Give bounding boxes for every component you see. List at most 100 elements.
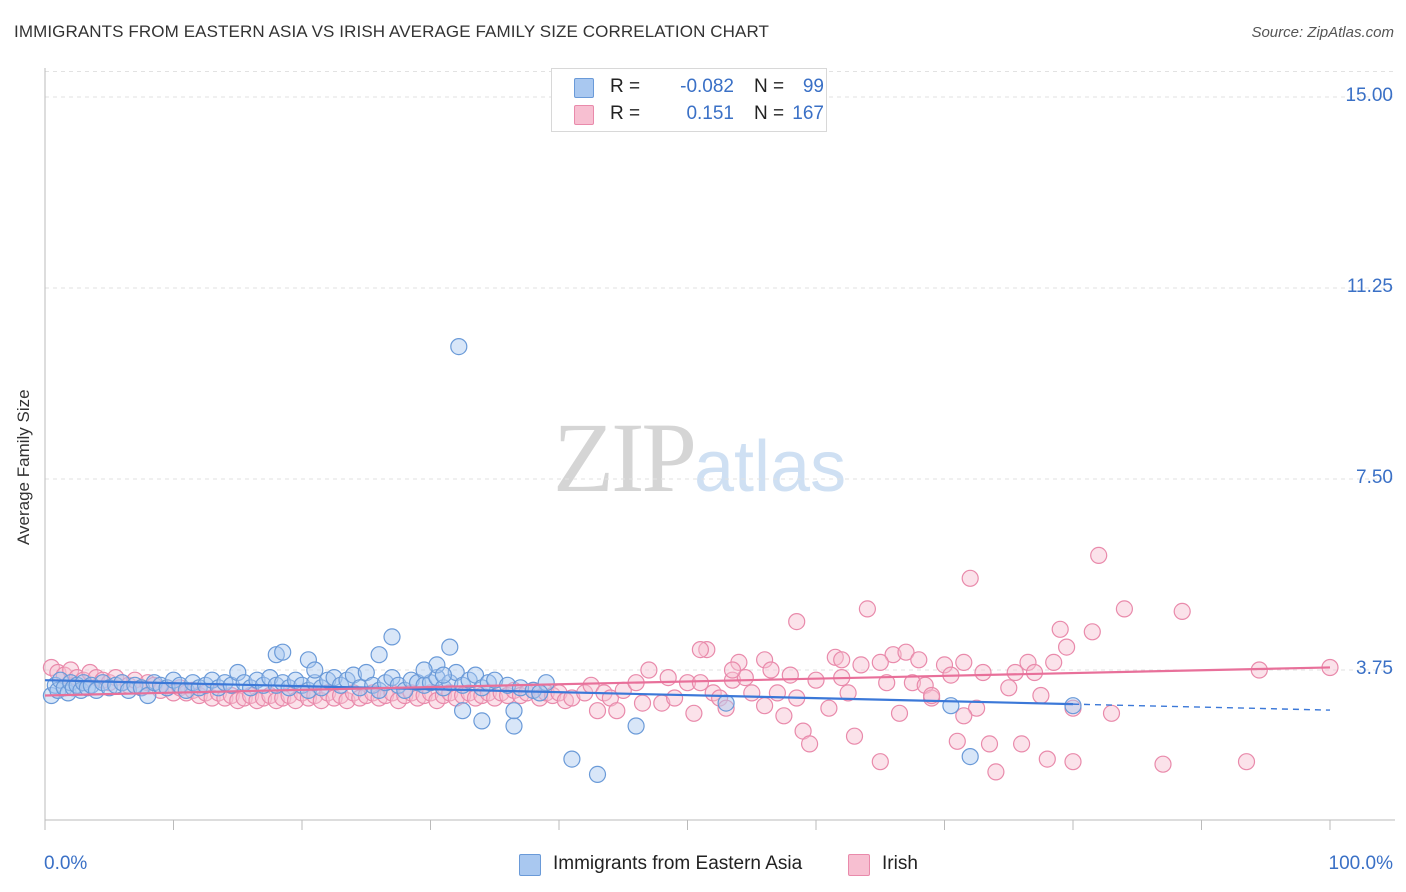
irish-point [833, 651, 851, 669]
eastern-asia-trend-extension [1072, 703, 1331, 711]
irish-point [1173, 602, 1191, 621]
irish-point [1012, 735, 1031, 753]
eastern-asia-point [434, 666, 452, 684]
eastern-asia-point [505, 717, 523, 735]
watermark-atlas: atlas [694, 427, 847, 507]
chart-title: IMMIGRANTS FROM EASTERN ASIA VS IRISH AV… [14, 22, 770, 41]
irish-point [807, 671, 825, 689]
irish-point [665, 689, 684, 707]
legend-swatch-pink [574, 105, 594, 125]
y-tick-label: 7.50 [1356, 467, 1393, 488]
irish-point [775, 707, 793, 725]
irish-point [691, 674, 710, 692]
eastern-asia-point [415, 661, 433, 679]
irish-point [717, 699, 735, 717]
trend-lines [44, 666, 1331, 711]
eastern-asia-point [306, 661, 324, 679]
irish-point [723, 661, 742, 679]
y-tick-label: 15.00 [1345, 85, 1393, 106]
correlation-legend: R = -0.082 N = 99 R = 0.151 N = 167 [551, 68, 827, 132]
legend-n-value: 99 [802, 76, 824, 97]
eastern-asia-point [428, 656, 446, 674]
irish-point [987, 763, 1005, 781]
irish-point [890, 704, 909, 722]
irish-point [608, 702, 626, 720]
irish-point [691, 640, 710, 659]
eastern-asia-point [1064, 697, 1082, 715]
y-tick-label: 3.75 [1356, 658, 1393, 679]
irish-point [858, 600, 877, 618]
legend-r-label: R = [610, 76, 641, 97]
legend-n-value: 167 [792, 103, 824, 124]
irish-point [755, 697, 774, 715]
eastern-asia-point [717, 694, 735, 712]
irish-point [1019, 653, 1037, 672]
irish-point [1038, 750, 1056, 768]
irish-point [1051, 620, 1069, 638]
irish-point [1025, 663, 1044, 682]
irish-point [685, 704, 703, 722]
irish-point [878, 674, 896, 692]
watermark-zip: ZIP [553, 402, 697, 513]
irish-point [1045, 653, 1063, 672]
irish-point [1154, 755, 1172, 773]
irish-point [736, 668, 754, 687]
irish-point [871, 653, 889, 672]
x-tick-label-min: 0.0% [44, 853, 88, 874]
source-credit: Source: ZipAtlas.com [1251, 24, 1394, 41]
eastern-asia-point [450, 338, 468, 356]
series-label: Irish [882, 853, 918, 874]
legend-r-value: 0.151 [686, 103, 734, 124]
eastern-asia-trend-line [44, 679, 1074, 706]
legend-swatch-blue [574, 78, 594, 98]
irish-point [788, 612, 806, 631]
eastern-asia-point [454, 702, 472, 720]
irish-point [922, 686, 941, 705]
irish-point [935, 656, 954, 674]
eastern-asia-point [299, 651, 317, 669]
eastern-asia-point [563, 750, 581, 768]
irish-point [659, 668, 677, 687]
irish-point [967, 699, 986, 717]
legend-n-label: N = [754, 76, 785, 97]
irish-point [845, 727, 864, 745]
eastern-asia-point [961, 747, 979, 766]
irish-point [839, 684, 857, 702]
eastern-asia-points [42, 338, 1082, 784]
gridlines [45, 71, 1395, 671]
irish-point [1083, 623, 1101, 641]
irish-point [1000, 679, 1018, 697]
irish-trend-line [44, 666, 1331, 697]
irish-point [755, 651, 774, 669]
irish-point [698, 640, 716, 659]
irish-point [955, 653, 973, 672]
irish-point [781, 666, 799, 684]
irish-point [1006, 663, 1024, 682]
irish-point [980, 735, 999, 753]
irish-point [820, 699, 838, 717]
irish-point [800, 735, 819, 753]
series-swatch-blue [519, 854, 541, 876]
eastern-asia-point [627, 717, 645, 735]
irish-point [1102, 704, 1121, 722]
irish-point [1237, 753, 1256, 771]
x-tick-label-max: 100.0% [1328, 853, 1393, 874]
irish-point [974, 663, 992, 682]
irish-point [1115, 600, 1134, 618]
irish-point [588, 702, 607, 720]
irish-point [1032, 686, 1050, 705]
irish-point [903, 674, 922, 692]
series-swatch-pink [848, 854, 870, 876]
irish-point [910, 651, 928, 669]
eastern-asia-point [370, 646, 388, 664]
series-label: Immigrants from Eastern Asia [553, 853, 803, 874]
irish-point [948, 732, 966, 750]
eastern-asia-point [486, 671, 504, 689]
eastern-asia-point [505, 702, 523, 720]
watermark: ZIPatlas [553, 400, 846, 515]
irish-point [961, 569, 979, 587]
irish-point [1057, 638, 1076, 656]
eastern-asia-point [473, 712, 491, 730]
eastern-asia-point [396, 681, 414, 700]
